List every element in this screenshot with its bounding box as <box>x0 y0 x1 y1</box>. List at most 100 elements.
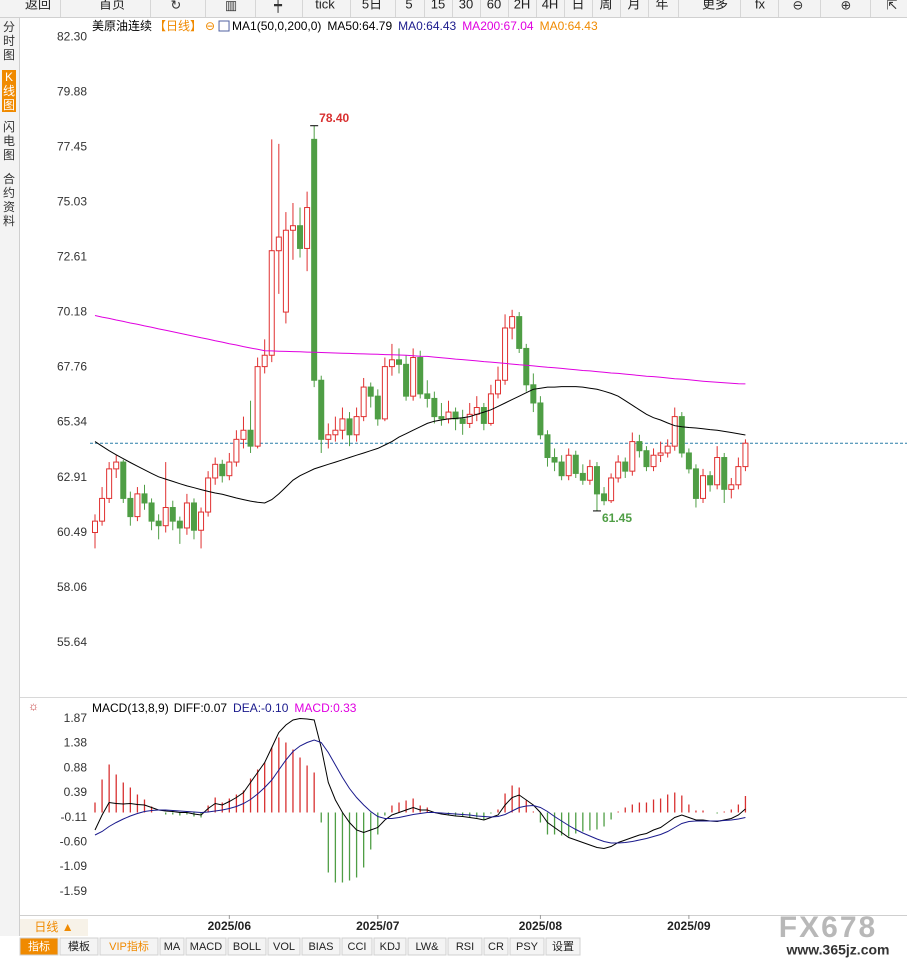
toolbar-button[interactable]: fx <box>755 0 766 11</box>
candle-body <box>466 413 473 424</box>
y-tick-label: 72.61 <box>57 249 87 263</box>
bottom-tab[interactable]: 模板 <box>68 939 90 953</box>
tab-bg[interactable] <box>19 937 59 956</box>
period-button-bg[interactable] <box>20 919 88 936</box>
bottom-tab[interactable]: CCI <box>348 941 367 953</box>
bottom-tab[interactable]: MA <box>164 941 181 953</box>
candle-body <box>346 418 353 436</box>
tab-bg[interactable] <box>341 937 373 956</box>
candle-body <box>431 397 438 418</box>
tab-bg[interactable] <box>509 937 545 956</box>
toolbar-button[interactable]: 日 <box>571 0 584 11</box>
tab-bg[interactable] <box>159 937 185 956</box>
toolbar-button[interactable]: 5日 <box>362 0 382 11</box>
toolbar-button[interactable]: 15 <box>431 0 445 11</box>
toolbar-button[interactable]: 30 <box>459 0 473 11</box>
bottom-tab[interactable]: BOLL <box>233 941 261 953</box>
candle-body <box>494 379 501 395</box>
legend-item: DEA:-0.10 <box>233 701 289 715</box>
x-tick-label: 2025/06 <box>208 919 252 933</box>
bottom-tab[interactable]: VIP指标 <box>109 939 149 953</box>
candle-body <box>106 468 113 499</box>
candle-body <box>367 386 374 397</box>
sidebar-tab[interactable]: 合约资料 <box>2 172 15 228</box>
sidebar-tab[interactable]: K线图 <box>2 70 16 112</box>
candle-body <box>509 316 516 329</box>
toolbar-icon[interactable]: ⊕ <box>841 0 852 12</box>
toolbar-icon[interactable]: ⇱ <box>887 0 898 12</box>
toolbar-button[interactable]: 5 <box>405 0 412 11</box>
bottom-tab[interactable]: LW& <box>415 941 439 953</box>
tab-bg[interactable] <box>267 937 301 956</box>
tab-bg[interactable] <box>447 937 483 956</box>
tab-bg[interactable] <box>545 937 581 956</box>
period-button[interactable]: 日线 ▲ <box>34 920 73 934</box>
macd-line <box>94 739 746 844</box>
toolbar-button[interactable]: 返回 <box>25 0 51 11</box>
y-tick-label: 58.06 <box>57 580 87 594</box>
candle-body <box>388 359 395 368</box>
toolbar-button[interactable]: 2H <box>514 0 531 11</box>
bottom-tab[interactable]: PSY <box>516 941 539 953</box>
sidebar-tab[interactable]: 分时图 <box>2 20 15 62</box>
legend-icon: ⊖ <box>205 19 215 33</box>
toolbar-icon[interactable]: ⊖ <box>793 0 804 12</box>
y-tick-label: 60.49 <box>57 525 87 539</box>
bottom-tab[interactable]: VOL <box>273 941 295 953</box>
toolbar-icon[interactable]: ┿ <box>273 0 282 13</box>
sidebar-tab[interactable]: 闪电图 <box>2 120 15 162</box>
candle-body <box>410 357 417 397</box>
candle-body <box>99 497 106 522</box>
y-tick-label: 0.39 <box>64 785 88 799</box>
toolbar-button[interactable]: 年 <box>655 0 668 11</box>
candle-body <box>480 407 487 424</box>
toolbar-icon[interactable]: ↻ <box>171 0 182 12</box>
toolbar-icon[interactable]: ▥ <box>225 0 237 12</box>
toolbar-button[interactable]: 首页 <box>99 0 125 11</box>
legend-item: MACD(13,8,9) <box>92 701 169 715</box>
tab-bg[interactable] <box>227 937 267 956</box>
bottom-tab[interactable]: BIAS <box>308 941 333 953</box>
candle-body <box>558 461 565 477</box>
y-tick-label: 65.34 <box>57 415 87 429</box>
tab-bg[interactable] <box>301 937 341 956</box>
tab-bg[interactable] <box>373 937 407 956</box>
y-tick-label: -0.11 <box>61 810 88 824</box>
tab-bg[interactable] <box>185 937 227 956</box>
candle-body <box>396 359 403 365</box>
bottom-tab[interactable]: 设置 <box>552 940 574 953</box>
watermark-brand: FX678 <box>779 911 877 944</box>
y-tick-label: 75.03 <box>57 194 87 208</box>
candle-body <box>622 461 629 472</box>
bottom-tab[interactable]: 指标 <box>28 939 50 953</box>
candle-body <box>254 366 261 447</box>
tab-bg[interactable] <box>483 937 509 956</box>
ma-line <box>94 315 746 385</box>
candle-body <box>523 347 530 386</box>
candle-body <box>714 457 721 486</box>
bottom-tab[interactable]: MACD <box>190 941 222 953</box>
bottom-tab[interactable]: KDJ <box>380 941 401 953</box>
tab-bg[interactable] <box>407 937 447 956</box>
toolbar-button[interactable]: 月 <box>627 0 640 11</box>
toolbar-button[interactable]: 更多 <box>702 0 728 11</box>
toolbar <box>0 0 907 17</box>
candle-body <box>134 493 141 518</box>
bottom-tab[interactable]: CR <box>488 941 504 953</box>
settings-icon[interactable]: ☼ <box>28 699 39 713</box>
toolbar-button[interactable]: tick <box>315 0 335 11</box>
y-tick-label: 1.38 <box>64 736 88 750</box>
candle-body <box>162 507 169 527</box>
tab-bg[interactable] <box>59 937 99 956</box>
candle-body <box>692 468 699 499</box>
candle-body <box>198 511 205 531</box>
candle-body <box>113 461 120 470</box>
toolbar-button[interactable]: 周 <box>599 0 612 11</box>
candle-body <box>572 454 579 474</box>
candle-body <box>374 395 381 420</box>
tab-bg[interactable] <box>99 937 159 956</box>
bottom-tab[interactable]: RSI <box>456 941 474 953</box>
toolbar-button[interactable]: 60 <box>487 0 501 11</box>
toolbar-button[interactable]: 4H <box>542 0 559 11</box>
